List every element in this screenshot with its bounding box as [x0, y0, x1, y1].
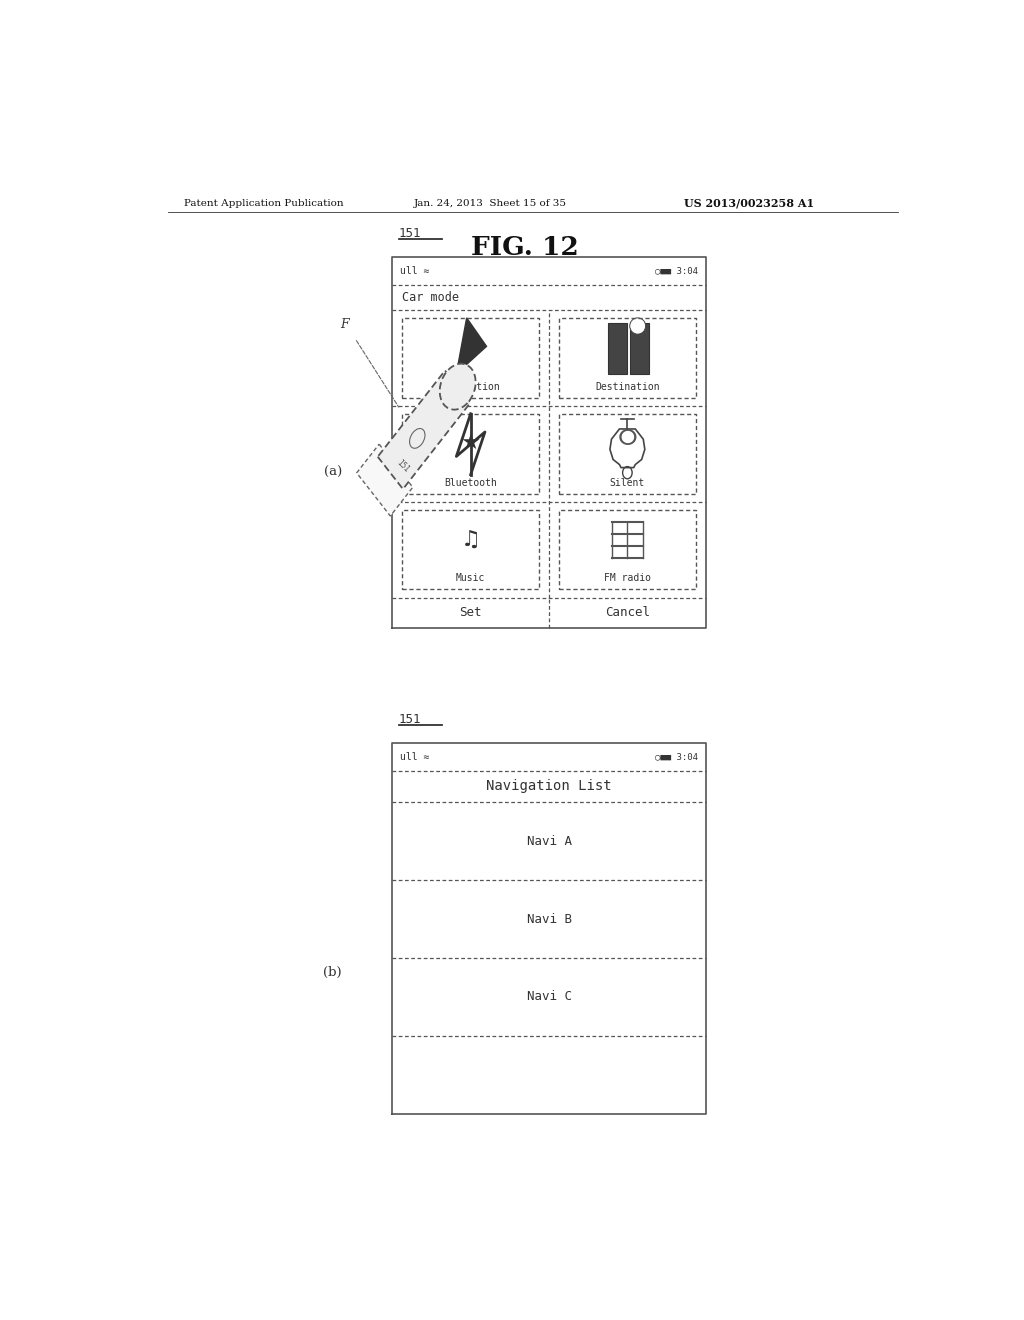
Text: Cancel: Cancel — [605, 606, 650, 619]
Text: FIG. 12: FIG. 12 — [471, 235, 579, 260]
Ellipse shape — [439, 364, 475, 409]
Text: FM radio: FM radio — [604, 573, 651, 583]
Text: Navigation List: Navigation List — [486, 779, 611, 793]
Polygon shape — [457, 318, 486, 374]
Text: ull ≈: ull ≈ — [400, 752, 430, 762]
Text: Bluetooth: Bluetooth — [444, 478, 497, 487]
Text: Navi C: Navi C — [526, 990, 571, 1003]
Text: F: F — [341, 318, 349, 331]
Polygon shape — [630, 323, 649, 374]
Text: ○■■ 3:04: ○■■ 3:04 — [654, 752, 697, 762]
Text: ★: ★ — [461, 434, 480, 454]
Text: ⵔ: ⵔ — [617, 429, 637, 449]
Text: Patent Application Publication: Patent Application Publication — [183, 198, 343, 207]
Text: Jan. 24, 2013  Sheet 15 of 35: Jan. 24, 2013 Sheet 15 of 35 — [414, 198, 566, 207]
Text: 151: 151 — [398, 713, 421, 726]
Text: Silent: Silent — [609, 478, 645, 487]
Text: (a): (a) — [324, 466, 342, 479]
Text: Navi A: Navi A — [526, 834, 571, 847]
Text: (b): (b) — [324, 966, 342, 979]
Text: ○■■ 3:04: ○■■ 3:04 — [654, 267, 697, 276]
Text: Destination: Destination — [595, 381, 659, 392]
Text: ♫: ♫ — [461, 531, 480, 550]
Text: Music: Music — [456, 573, 485, 583]
Polygon shape — [378, 371, 470, 490]
Text: Car mode: Car mode — [401, 290, 459, 304]
Text: Set: Set — [460, 606, 482, 619]
Text: Navigation: Navigation — [441, 381, 500, 392]
Ellipse shape — [630, 318, 645, 334]
Text: ull ≈: ull ≈ — [400, 265, 430, 276]
Text: 151: 151 — [395, 458, 412, 475]
Text: 151: 151 — [398, 227, 421, 240]
Text: US 2013/0023258 A1: US 2013/0023258 A1 — [684, 198, 814, 209]
Polygon shape — [607, 323, 628, 374]
Polygon shape — [356, 444, 413, 516]
Text: Navi B: Navi B — [526, 912, 571, 925]
